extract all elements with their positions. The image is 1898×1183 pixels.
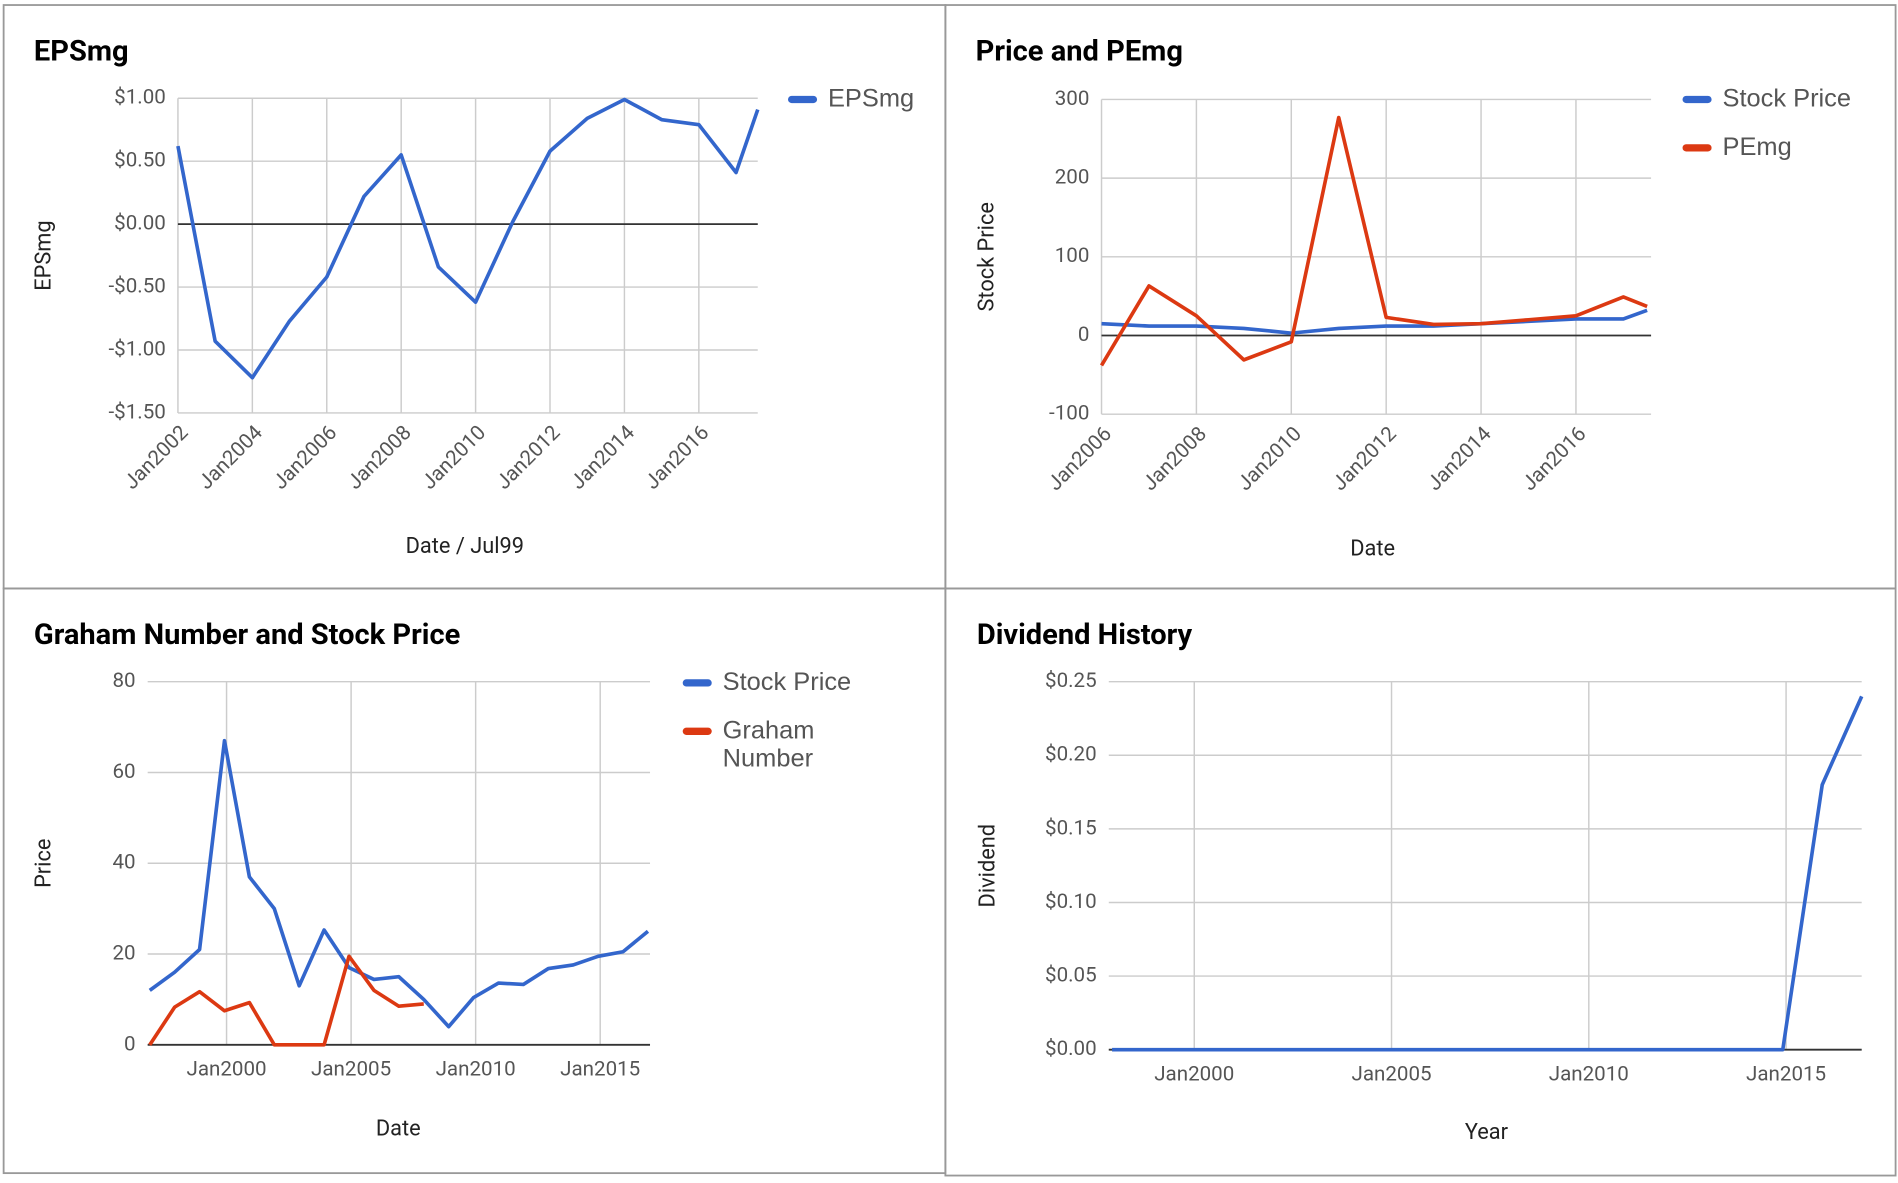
- legend-item: Stock Price: [722, 668, 852, 697]
- y-tick-label: $0.00: [1045, 1037, 1097, 1061]
- series-line: [1112, 695, 1864, 1052]
- y-tick-label: $0.50: [114, 149, 166, 173]
- x-tick-label: Jan2014: [1423, 422, 1497, 496]
- series-line: [1099, 115, 1648, 367]
- y-tick-label: 80: [112, 669, 135, 693]
- x-tick-label: Jan2010: [1233, 422, 1307, 496]
- x-tick-label: Jan2012: [492, 421, 566, 495]
- chart-title: Graham Number and Stock Price: [34, 618, 460, 652]
- x-tick-label: Jan2008: [1138, 422, 1212, 496]
- y-tick-label: 100: [1055, 244, 1090, 268]
- y-tick-label: 60: [112, 760, 135, 784]
- panel: [944, 587, 1897, 1177]
- y-tick-label: 20: [112, 941, 135, 965]
- y-tick-label: $0.10: [1045, 890, 1097, 914]
- legend-label: EPSmg: [827, 84, 915, 113]
- y-tick-label: 40: [112, 851, 135, 875]
- y-tick-label: $0.25: [1045, 669, 1097, 693]
- x-tick-label: Jan2016: [1518, 422, 1592, 496]
- y-axis-label: EPSmg: [32, 220, 57, 290]
- y-tick-label: -$0.50: [108, 275, 165, 299]
- y-tick-label: $0.20: [1045, 743, 1097, 767]
- y-tick-label: -$1.00: [108, 337, 165, 361]
- y-axis-label: Stock Price: [974, 202, 999, 311]
- y-tick-label: 0: [124, 1032, 136, 1056]
- x-tick-label: Jan2002: [120, 421, 194, 495]
- y-tick-label: $0.15: [1045, 816, 1097, 840]
- legend-item: Graham Number: [722, 716, 815, 773]
- y-axis-label: Dividend: [976, 824, 1001, 908]
- y-tick-label: $0.00: [114, 212, 166, 236]
- x-tick-label: Jan2005: [311, 1058, 391, 1082]
- x-tick-label: Jan2010: [417, 421, 491, 495]
- series-line: [148, 954, 424, 1047]
- x-tick-label: Jan2008: [343, 421, 417, 495]
- legend-label: Graham Number: [722, 716, 815, 773]
- legend-item: EPSmg: [827, 84, 915, 113]
- y-tick-label: 200: [1055, 166, 1090, 190]
- y-axis-label: Price: [32, 839, 57, 888]
- chart-title: Dividend History: [977, 618, 1193, 652]
- x-tick-label: Jan2010: [436, 1058, 516, 1082]
- x-axis-label: Year: [1465, 1120, 1509, 1145]
- x-tick-label: Jan2010: [1549, 1063, 1629, 1087]
- legend-label: Stock Price: [722, 668, 852, 697]
- legend-label: PEmg: [1722, 133, 1792, 162]
- x-axis-label: Date: [1350, 536, 1395, 561]
- chart-title: Price and PEmg: [976, 35, 1183, 69]
- legend-item: PEmg: [1722, 133, 1792, 162]
- x-tick-label: Jan2000: [186, 1058, 266, 1082]
- x-axis-label: Date: [376, 1116, 421, 1141]
- y-tick-label: $1.00: [114, 86, 166, 110]
- x-tick-label: Jan2015: [560, 1058, 640, 1082]
- x-tick-label: Jan2000: [1154, 1063, 1234, 1087]
- y-tick-label: -100: [1049, 402, 1089, 426]
- y-tick-label: 0: [1078, 323, 1090, 347]
- x-tick-label: Jan2005: [1351, 1063, 1431, 1087]
- y-tick-label: $0.05: [1045, 964, 1097, 988]
- y-tick-label: 300: [1055, 87, 1090, 111]
- x-axis-label: Date / Jul99: [406, 534, 524, 559]
- x-tick-label: Jan2006: [1043, 422, 1117, 496]
- legend-label: Stock Price: [1722, 84, 1852, 113]
- x-tick-label: Jan2015: [1746, 1063, 1826, 1087]
- x-tick-label: Jan2014: [566, 421, 640, 495]
- series-line: [148, 738, 650, 1029]
- chart-title: EPSmg: [34, 35, 129, 69]
- x-tick-label: Jan2004: [194, 421, 268, 495]
- x-tick-label: Jan2012: [1328, 422, 1402, 496]
- y-tick-label: -$1.50: [108, 400, 165, 424]
- x-tick-label: Jan2006: [268, 421, 342, 495]
- x-tick-label: Jan2016: [641, 421, 715, 495]
- series-line: [176, 97, 760, 380]
- legend-item: Stock Price: [1722, 84, 1852, 113]
- series-line: [1101, 308, 1648, 335]
